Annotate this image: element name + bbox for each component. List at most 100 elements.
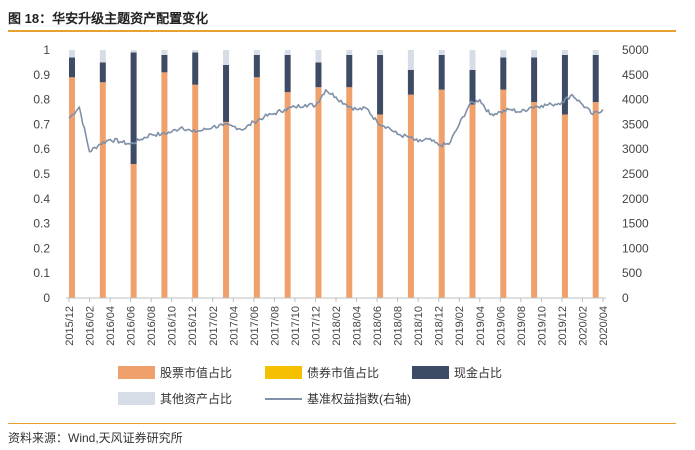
bar-other <box>192 50 199 53</box>
bar-cash <box>69 57 75 78</box>
legend-label-stock: 股票市值占比 <box>160 365 232 380</box>
legend-label-index: 基准权益指数(右轴) <box>307 391 411 406</box>
y-left-tick-label: 0.1 <box>33 266 50 280</box>
x-tick-label: 2017/10 <box>290 306 302 346</box>
y-left-tick-label: 1 <box>43 43 50 57</box>
bar-other <box>469 50 476 70</box>
bar-stock <box>192 84 199 298</box>
x-tick-label: 2018/08 <box>393 306 405 346</box>
bar-cash <box>315 62 322 88</box>
y-right-tick-label: 2000 <box>622 192 649 206</box>
bar-stock <box>130 164 137 298</box>
y-left-tick-label: 0.9 <box>33 68 50 82</box>
bar-cash <box>192 52 199 85</box>
y-left-tick-label: 0.4 <box>33 192 50 206</box>
y-right-tick-label: 1500 <box>622 217 649 231</box>
y-left-tick-label: 0.6 <box>33 142 50 156</box>
bar-stock <box>346 87 353 298</box>
x-tick-label: 2016/06 <box>126 306 138 346</box>
bar-other <box>253 50 260 55</box>
x-tick-label: 2018/06 <box>372 306 384 346</box>
x-tick-label: 2019/12 <box>557 306 569 346</box>
x-tick-label: 2016/08 <box>146 306 158 346</box>
y-left-tick-label: 0.3 <box>33 217 50 231</box>
y-right-tick-label: 2500 <box>622 167 649 181</box>
bar-other <box>284 50 291 55</box>
bar-group <box>69 50 599 299</box>
bar-other <box>130 50 137 53</box>
x-tick-label: 2017/04 <box>228 306 240 346</box>
bar-stock <box>161 72 168 298</box>
bar-other <box>407 50 414 70</box>
bar-stock <box>377 114 384 298</box>
bar-cash <box>284 54 291 93</box>
source-divider <box>8 423 676 424</box>
x-tick-label: 2018/10 <box>413 306 425 346</box>
y-right-tick-label: 3500 <box>622 117 649 131</box>
bar-stock <box>561 114 568 298</box>
x-tick-label: 2017/02 <box>208 306 220 346</box>
title-divider <box>8 30 676 32</box>
x-tick-label: 2020/04 <box>598 306 610 346</box>
bar-stock <box>438 89 445 299</box>
x-tick-label: 2015/12 <box>64 306 76 346</box>
y-right-tick-label: 3000 <box>622 142 649 156</box>
bar-other <box>161 50 168 55</box>
x-tick-label: 2016/04 <box>105 306 117 346</box>
x-tick-label: 2018/02 <box>331 306 343 346</box>
x-tick-label: 2019/10 <box>536 306 548 346</box>
y-left-tick-label: 0.2 <box>33 241 50 255</box>
y-left-tick-label: 0.5 <box>33 167 50 181</box>
bar-stock <box>69 77 75 298</box>
y-right-tick-label: 1000 <box>622 241 649 255</box>
legend-swatch-bond <box>265 366 302 379</box>
y-left-tick-label: 0.7 <box>33 117 50 131</box>
x-tick-label: 2016/10 <box>167 306 179 346</box>
bar-stock <box>592 102 599 298</box>
bar-cash <box>500 57 507 90</box>
bar-cash <box>253 54 260 78</box>
bar-stock <box>500 89 507 299</box>
x-tick-label: 2019/06 <box>495 306 507 346</box>
bar-cash <box>407 69 414 95</box>
bar-other <box>377 50 384 55</box>
bar-stock <box>253 77 260 298</box>
y-right-tick-label: 4500 <box>622 68 649 82</box>
bar-other <box>315 50 322 63</box>
y-axis-left: 0 0.1 0.2 0.3 0.4 0.5 0.6 0.7 0.8 0.9 1 <box>33 43 50 305</box>
y-left-tick-label: 0 <box>43 291 50 305</box>
x-tick-label: 2018/12 <box>434 306 446 346</box>
x-tick-label: 2016/12 <box>187 306 199 346</box>
index-line <box>68 88 604 153</box>
source-note: 资料来源：Wind,天风证券研究所 <box>8 431 183 445</box>
bar-stock <box>315 87 322 298</box>
bar-stock <box>284 92 291 298</box>
y-right-tick-label: 4000 <box>622 93 649 107</box>
bar-stock <box>531 102 538 298</box>
legend-label-other: 其他资产占比 <box>160 391 232 406</box>
x-axis: 2015/12 2016/02 2016/04 2016/06 2016/08 2016/… <box>64 297 610 346</box>
y-axis-right: 0 500 1000 1500 2000 2500 3000 3500 4000 4500 5000 <box>622 43 649 305</box>
x-tick-label: 2019/04 <box>475 306 487 346</box>
bar-stock <box>223 121 230 298</box>
bar-other <box>531 50 538 58</box>
bar-other <box>500 50 507 58</box>
bar-other <box>561 50 568 55</box>
bar-other <box>223 50 230 65</box>
figure-header: 图 18：华安升级主题资产配置变化 <box>8 6 676 28</box>
bar-cash <box>99 62 106 83</box>
x-tick-label: 2020/02 <box>577 306 589 346</box>
bar-other <box>69 50 75 58</box>
legend-swatch-other <box>118 392 155 405</box>
x-tick-label: 2019/08 <box>516 306 528 346</box>
y-right-tick-label: 500 <box>622 266 642 280</box>
bar-cash <box>469 69 476 105</box>
bar-cash <box>377 54 384 115</box>
y-right-tick-label: 0 <box>622 291 629 305</box>
x-tick-label: 2017/08 <box>269 306 281 346</box>
index-line-layer <box>68 88 604 153</box>
x-tick-label: 2018/04 <box>352 306 364 346</box>
bar-other <box>99 50 106 63</box>
